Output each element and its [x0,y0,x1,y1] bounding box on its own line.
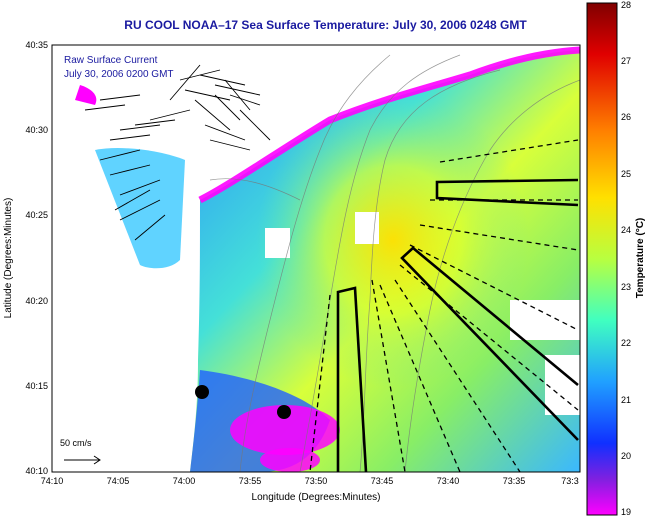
colorbar-tick: 27 [621,56,631,66]
x-tick: 74:05 [107,476,130,486]
colorbar-tick: 22 [621,338,631,348]
x-tick: 74:00 [173,476,196,486]
bathymetry-contours [209,54,580,472]
cloud-edge [198,46,580,204]
colorbar-label: Temperature (°C) [635,218,646,299]
y-axis: 40:35 40:30 40:25 40:20 40:15 40:10 Lati… [3,40,48,476]
x-tick: 73:3 [561,476,579,486]
y-tick: 40:35 [25,40,48,50]
y-tick: 40:25 [25,210,48,220]
colorbar: 28 27 26 25 24 23 22 21 20 19 Temperatur… [586,0,646,517]
y-tick: 40:10 [25,466,48,476]
x-axis: 74:10 74:05 74:00 73:55 73:50 73:45 73:4… [41,476,579,503]
colorbar-tick: 19 [621,507,631,517]
y-tick: 40:30 [25,125,48,135]
colorbar-tick: 23 [621,282,631,292]
y-axis-label: Latitude (Degrees:Minutes) [3,198,14,319]
current-vectors [84,64,271,241]
colorbar-tick: 28 [621,0,631,10]
colorbar-tick: 25 [621,169,631,179]
transect-boxes [336,178,579,472]
mooring-marker [277,405,291,419]
x-tick: 73:40 [437,476,460,486]
x-tick: 74:10 [41,476,64,486]
colorbar-tick: 24 [621,225,631,235]
x-tick: 73:45 [371,476,394,486]
vector-legend-label: Raw Surface Current [64,55,158,66]
vector-scale-label: 50 cm/s [60,438,92,448]
x-axis-label: Longitude (Degrees:Minutes) [252,492,381,503]
y-tick: 40:20 [25,296,48,306]
mooring-marker [195,385,209,399]
y-tick: 40:15 [25,381,48,391]
x-tick: 73:50 [305,476,328,486]
colorbar-tick: 26 [621,112,631,122]
plot-frame [51,44,581,473]
survey-lines [309,139,579,472]
map-title: RU COOL NOAA–17 Sea Surface Temperature:… [124,18,527,32]
colorbar-tick: 20 [621,451,631,461]
vector-legend-date: July 30, 2006 0200 GMT [64,69,174,80]
plot-area [52,45,580,472]
colorbar-tick: 21 [621,395,631,405]
x-tick: 73:35 [503,476,526,486]
x-tick: 73:55 [239,476,262,486]
